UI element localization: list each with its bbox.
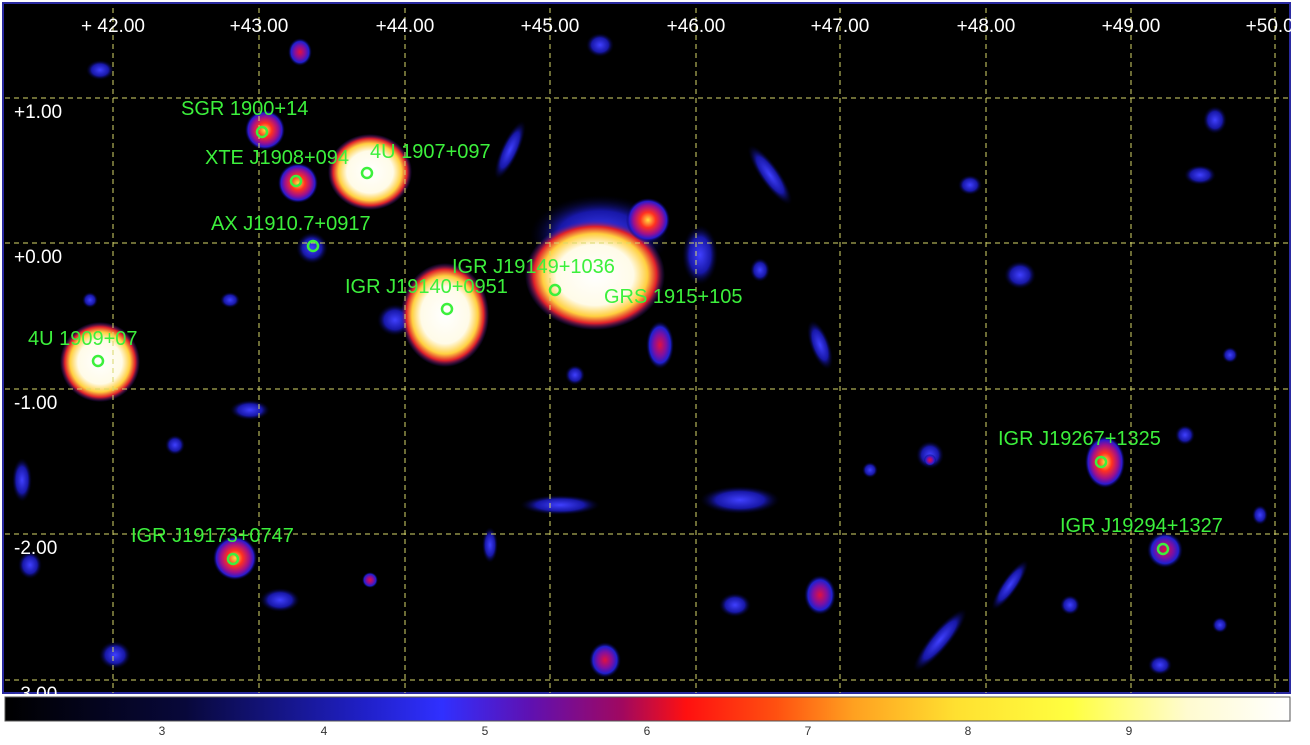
source-label: GRS 1915+105 [604,286,742,308]
source-marker [306,239,320,253]
source-label: IGR J19173+0747 [131,525,294,547]
faint-emission [1060,595,1080,615]
faint-emission [520,495,600,515]
source-blob [328,134,412,210]
colorbar-tick-label: 7 [804,724,812,738]
faint-emission [230,400,270,420]
faint-emission [12,458,32,502]
faint-emission [18,551,42,579]
faint-emission [99,641,131,669]
faint-emission [913,608,967,672]
faint-emission [494,120,526,180]
colorbar [4,696,1291,722]
latitude-tick-label: -1.00 [14,393,57,414]
longitude-tick-label: +46.00 [667,16,726,37]
faint-emission [260,588,300,612]
faint-emission [482,527,498,563]
coordinate-grid [5,8,1288,693]
faint-emission [804,575,836,615]
faint-emission [82,292,98,308]
faint-emission [700,486,780,514]
faint-emission [747,144,793,206]
faint-emission [86,60,114,80]
faint-emission [719,593,751,617]
source-label: IGR J19140+0951 [345,276,508,298]
colorbar-tick-label: 5 [481,724,489,738]
source-marker [440,302,454,316]
faint-emission [1252,505,1268,525]
faint-emission [807,320,833,370]
colorbar-tick-label: 3 [158,724,166,738]
source-marker [360,166,374,180]
colorbar-tick-label: 6 [643,724,651,738]
source-label: IGR J19267+1325 [998,428,1161,450]
longitude-tick-label: +47.00 [811,16,870,37]
source-blob [525,220,665,330]
colorbar-tick-label: 8 [964,724,972,738]
source-marker [91,354,105,368]
source-marker [255,125,269,139]
faint-emission [565,365,585,385]
faint-emission [1148,655,1172,675]
faint-emission [750,258,770,282]
faint-emission [1222,347,1238,363]
source-blob [296,232,328,264]
latitude-tick-label: -2.00 [14,538,57,559]
faint-emission [1004,261,1036,289]
colorbar-tick-labels: 3 4 5 6 7 8 9 [0,724,1310,745]
source-label: 4U 1907+097 [370,141,491,163]
longitude-tick-label: +49.00 [1102,16,1161,37]
source-marker [548,283,562,297]
source-markers [91,125,1170,566]
faint-emission [924,454,936,466]
faint-emission [1184,165,1216,185]
faint-emission [220,292,240,308]
longitude-tick-label: +44.00 [376,16,435,37]
faint-emission [862,462,878,478]
colorbar-tick-label: 9 [1125,724,1133,738]
source-blob [401,263,489,367]
source-marker [226,552,240,566]
latitude-tick-label: +1.00 [14,102,62,123]
colorbar-tick-label: 4 [320,724,328,738]
longitude-tick-label: +43.00 [230,16,289,37]
faint-emission [1203,106,1227,134]
longitude-tick-label: +48.00 [957,16,1016,37]
faint-emission [165,435,185,455]
source-blob [213,536,257,580]
source-label: AX J1910.7+0917 [211,213,371,235]
faint-emission [586,33,614,57]
source-labels: SGR 1900+14 XTE J1908+094 4U 1907+097 AX… [28,98,1223,547]
source-marker [1094,455,1108,469]
faint-emission [1212,617,1228,633]
source-blob [626,198,670,242]
source-label: IGR J19294+1327 [1060,515,1223,537]
faint-emission [991,560,1029,610]
longitude-tick-label: +45.00 [521,16,580,37]
source-blob [60,322,140,402]
faint-emission [589,642,621,678]
source-label: 4U 1909+07 [28,328,138,350]
longitude-tick-label: + 42.00 [81,16,145,37]
faint-emission [362,572,378,588]
faint-emission [646,321,674,369]
source-label: IGR J19149+1036 [452,256,615,278]
source-marker [289,174,303,188]
source-blob [1147,532,1183,568]
longitude-tick-label: +50.00 [1246,16,1305,37]
source-blob [245,110,285,150]
latitude-tick-label: +0.00 [14,247,62,268]
source-blob [278,163,318,203]
source-marker [1156,542,1170,556]
faint-emission [288,38,312,66]
source-label: SGR 1900+14 [181,98,308,120]
faint-emission [682,225,718,285]
faint-emission [958,175,982,195]
faint-emission [1175,425,1195,445]
source-label: XTE J1908+094 [205,147,349,169]
